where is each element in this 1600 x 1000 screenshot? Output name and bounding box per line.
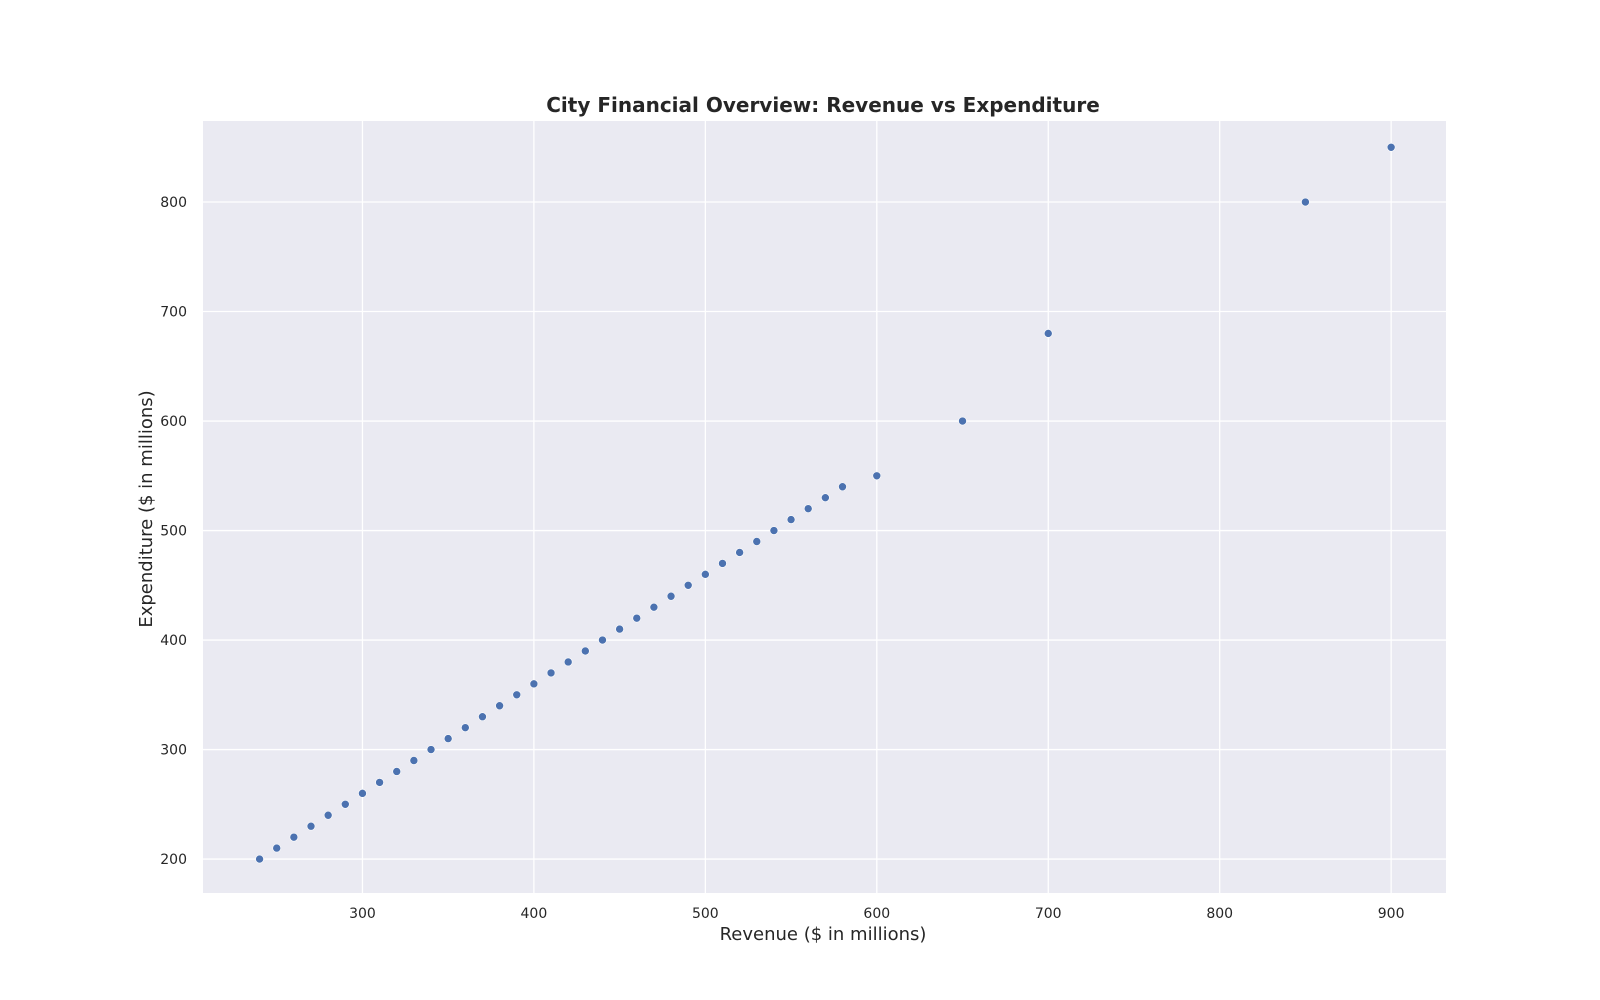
data-point: [649, 602, 659, 612]
data-point: [563, 657, 573, 667]
data-point: [838, 482, 847, 492]
data-point: [683, 580, 693, 590]
tick-labels: 300 400 500 600 700 800 900 200 300 400 500 600 700 8…: [160, 195, 1404, 922]
y-axis-label: Expenditure ($ in millions): [136, 390, 157, 627]
data-point: [581, 646, 590, 656]
x-tick-label: 700: [1035, 906, 1062, 922]
y-tick-label: 500: [160, 524, 187, 540]
data-point: [461, 723, 470, 732]
data-point: [752, 537, 762, 546]
data-point: [1301, 197, 1310, 207]
data-point: [529, 679, 539, 689]
data-point: [512, 690, 522, 700]
data-point: [409, 756, 419, 765]
y-tick-label: 600: [160, 414, 187, 430]
data-point: [666, 591, 676, 601]
data-points: [255, 142, 1396, 864]
data-point: [546, 668, 556, 678]
y-tick-label: 200: [160, 852, 187, 868]
data-point: [821, 493, 830, 502]
y-tick-label: 800: [160, 195, 187, 211]
data-point: [803, 504, 813, 513]
data-point: [478, 712, 487, 721]
data-point: [786, 515, 796, 524]
data-point: [598, 635, 607, 645]
data-point: [1043, 329, 1053, 338]
y-tick-label: 400: [160, 633, 187, 649]
data-point: [392, 767, 402, 776]
data-point: [255, 854, 264, 864]
plot-area: [203, 121, 1446, 893]
x-tick-label: 600: [863, 906, 890, 922]
data-point: [495, 701, 504, 711]
data-point: [323, 810, 333, 820]
data-point: [958, 416, 967, 426]
chart-title: City Financial Overview: Revenue vs Expe…: [546, 93, 1100, 117]
data-point: [1386, 142, 1396, 152]
x-tick-label: 900: [1378, 906, 1405, 922]
x-tick-label: 300: [349, 906, 376, 922]
data-point: [375, 778, 384, 787]
data-point: [872, 471, 882, 481]
y-tick-label: 700: [160, 305, 187, 321]
data-point: [615, 624, 624, 634]
data-point: [769, 526, 779, 535]
data-point: [718, 559, 727, 568]
data-point: [632, 613, 642, 623]
data-point: [306, 821, 316, 831]
x-axis-label: Revenue ($ in millions): [720, 924, 927, 945]
y-tick-label: 300: [160, 743, 187, 759]
data-point: [701, 570, 710, 579]
x-tick-label: 500: [692, 906, 719, 922]
data-point: [443, 734, 453, 743]
grid-lines: [203, 121, 1446, 893]
data-point: [426, 745, 436, 754]
data-point: [341, 800, 350, 809]
x-tick-label: 800: [1206, 906, 1233, 922]
data-point: [735, 548, 744, 557]
data-point: [358, 789, 367, 798]
data-point: [289, 832, 299, 842]
x-tick-label: 400: [521, 906, 548, 922]
data-point: [272, 843, 282, 853]
